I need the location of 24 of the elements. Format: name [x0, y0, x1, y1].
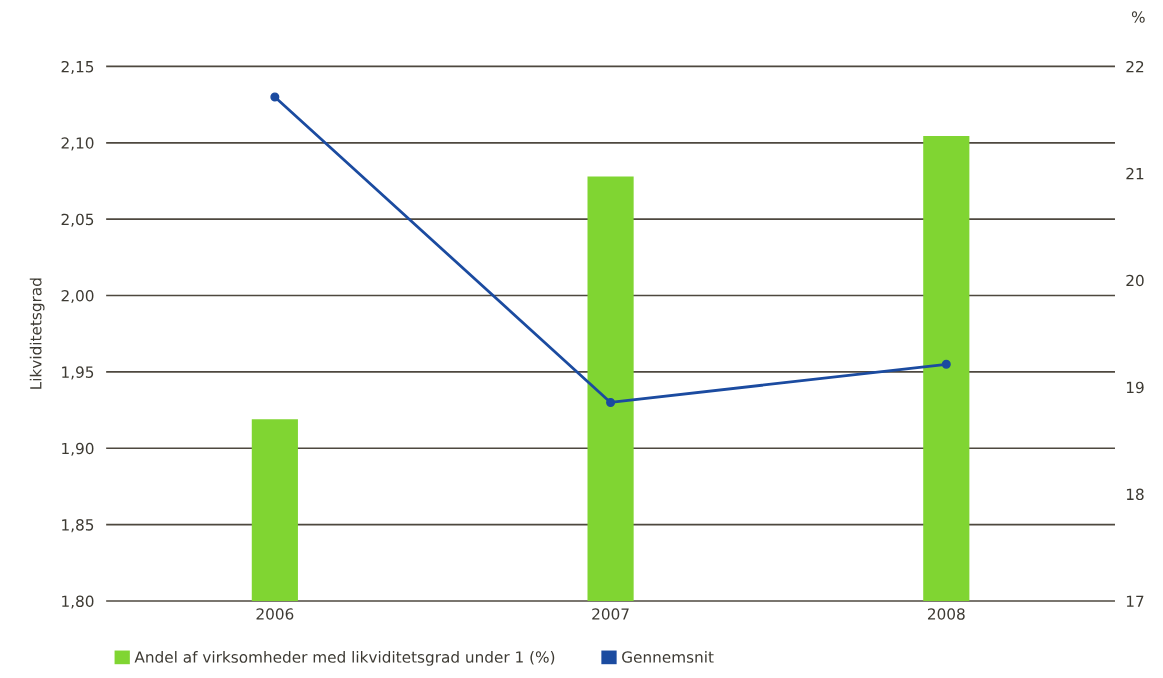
- y-axis-title: Likviditetsgrad: [29, 278, 45, 389]
- y2-tick-label: 20: [1126, 274, 1144, 287]
- y2-tick-label: 17: [1126, 595, 1144, 607]
- x-tick-label: 2006: [256, 608, 294, 620]
- y2-tick-label: 22: [1126, 60, 1144, 73]
- y2-tick-label: 21: [1126, 167, 1144, 180]
- point: [270, 92, 280, 102]
- legend-label: Gennemsnit: [622, 650, 714, 663]
- y-tick-label: 2,00: [61, 290, 94, 304]
- y-tick-label: 1,95: [62, 366, 94, 380]
- y2-axis-title: %: [1131, 11, 1145, 23]
- point: [606, 397, 616, 407]
- y2-tick-label: 19: [1126, 381, 1144, 394]
- x-tick-label: 2007: [592, 608, 629, 620]
- legend-label: Andel af virksomheder med likviditetsgrad under 1 (%): [134, 650, 555, 666]
- y-tick-label: 2,05: [61, 213, 94, 227]
- y-tick-label: 1,85: [62, 519, 94, 533]
- y-tick-label: 1,80: [62, 595, 94, 609]
- y-tick-label: 2,15: [61, 60, 94, 75]
- y2-tick-label: 18: [1126, 488, 1144, 501]
- y-tick-label: 2,10: [61, 137, 94, 151]
- x-tick-label: 2008: [927, 608, 965, 620]
- point: [941, 359, 951, 369]
- y-tick-label: 1,90: [62, 442, 94, 456]
